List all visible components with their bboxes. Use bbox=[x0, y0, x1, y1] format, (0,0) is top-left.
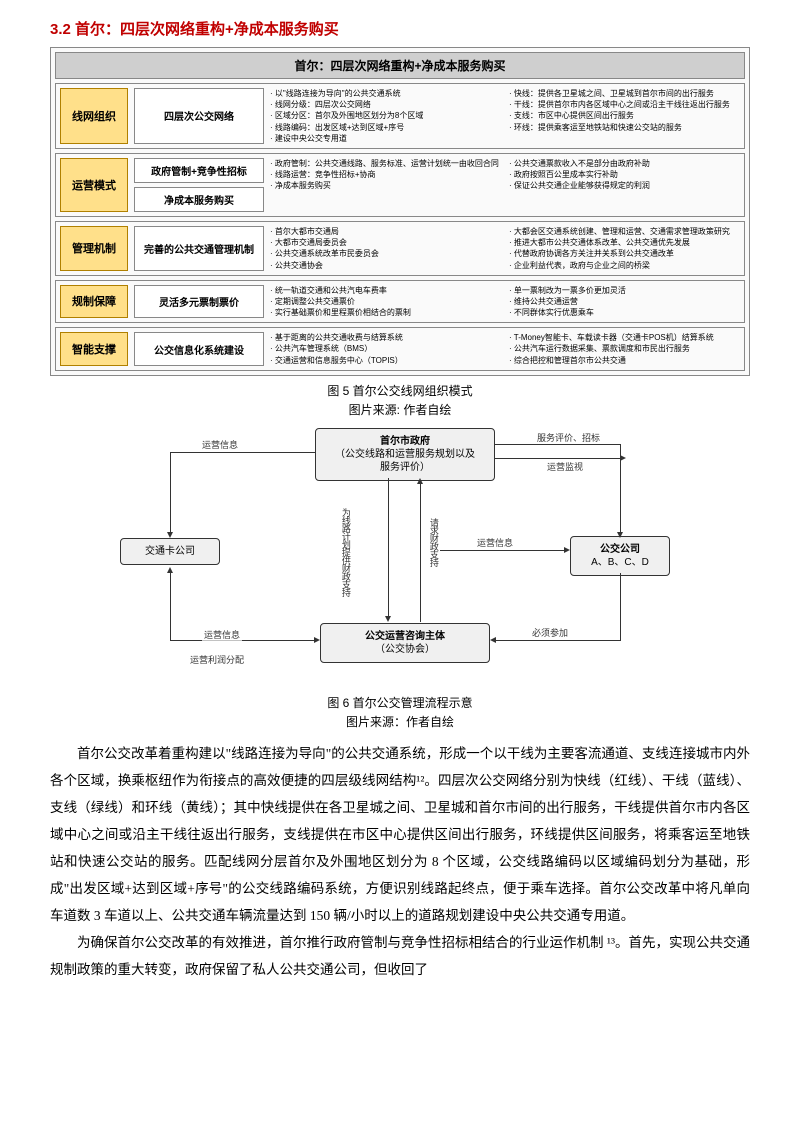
row-label: 规制保障 bbox=[60, 285, 128, 319]
diagram-row: 管理机制完善的公共交通管理机制首尔大都市交通局大都市交通局委员会公共交通系统改革… bbox=[55, 221, 745, 276]
detail-item: 保证公共交通企业能够获得规定的利润 bbox=[509, 180, 740, 191]
figure6-source: 图片来源：作者自绘 bbox=[50, 713, 750, 730]
detail-item: 公共交通协会 bbox=[270, 260, 501, 271]
detail-item: 首尔大都市交通局 bbox=[270, 226, 501, 237]
flowchart: 首尔市政府 （公交线路和运营服务规划以及 服务评价） 交通卡公司 公交运营咨询主… bbox=[120, 428, 680, 688]
detail-item: 干线：提供首尔市内各区域中心之间或沿主干线往返出行服务 bbox=[509, 99, 740, 110]
edge-left-bottom2: 运营利润分配 bbox=[188, 653, 246, 666]
paragraph-2: 为确保首尔公交改革的有效推进，首尔推行政府管制与竞争性招标相结合的行业运作机制 … bbox=[50, 929, 750, 983]
section-title: 3.2 首尔：四层次网络重构+净成本服务购买 bbox=[50, 18, 750, 39]
row-sub-group: 完善的公共交通管理机制 bbox=[134, 226, 264, 271]
detail-item: 推进大都市公共交通体系改革、公共交通优先发展 bbox=[509, 237, 740, 248]
sub-box: 公交信息化系统建设 bbox=[134, 332, 264, 366]
detail-item: 统一轨道交通和公共汽电车费率 bbox=[270, 285, 501, 296]
detail-item: 大都市交通局委员会 bbox=[270, 237, 501, 248]
edge-left-bottom1: 运营信息 bbox=[202, 628, 242, 641]
row-sub-group: 灵活多元票制票价 bbox=[134, 285, 264, 319]
row-sub-group: 政府管制+竞争性招标净成本服务购买 bbox=[134, 158, 264, 212]
edge-mid-right1: 请求财政支持 bbox=[426, 518, 440, 566]
node-assoc-line1: 公交运营咨询主体 bbox=[325, 630, 485, 643]
sub-box: 四层次公交网络 bbox=[134, 88, 264, 144]
detail-item: 线路运营：竞争性招标+协商 bbox=[270, 169, 501, 180]
node-association: 公交运营咨询主体 （公交协会） bbox=[320, 623, 490, 663]
detail-item: 快线：提供各卫星城之间、卫星城到首尔市间的出行服务 bbox=[509, 88, 740, 99]
diagram-row: 规制保障灵活多元票制票价统一轨道交通和公共汽电车费率定期调整公共交通票价实行基础… bbox=[55, 280, 745, 324]
sub-box: 灵活多元票制票价 bbox=[134, 285, 264, 319]
node-bus-line2: A、B、C、D bbox=[575, 556, 665, 569]
detail-item: 支线：市区中心提供区间出行服务 bbox=[509, 110, 740, 121]
figure6-caption: 图 6 首尔公交管理流程示意 bbox=[50, 694, 750, 711]
detail-item: 政府管制：公共交通线路、服务标准、运营计划统一由收回合同 bbox=[270, 158, 501, 169]
detail-item: 交通运营和信息服务中心（TOPIS） bbox=[270, 355, 501, 366]
node-government: 首尔市政府 （公交线路和运营服务规划以及 服务评价） bbox=[315, 428, 495, 481]
detail-item: 实行基础票价和里程票价相结合的票制 bbox=[270, 307, 501, 318]
detail-item: 公共汽车运行数据采集、票款调度和市民出行服务 bbox=[509, 343, 740, 354]
body-text: 首尔公交改革着重构建以"线路连接为导向"的公共交通系统，形成一个以干线为主要客流… bbox=[50, 740, 750, 983]
sub-box: 政府管制+竞争性招标 bbox=[134, 158, 264, 183]
detail-item: 区域分区：首尔及外围地区划分为8个区域 bbox=[270, 110, 501, 121]
node-gov-line3: 服务评价） bbox=[320, 461, 490, 474]
detail-item: 线路编码：出发区域+达到区域+序号 bbox=[270, 122, 501, 133]
node-card-company: 交通卡公司 bbox=[120, 538, 220, 565]
figure5-source: 图片来源: 作者自绘 bbox=[50, 401, 750, 418]
row-label: 智能支撑 bbox=[60, 332, 128, 366]
detail-item: 净成本服务购买 bbox=[270, 180, 501, 191]
row-details: 基于距离的公共交通收费与结算系统公共汽车管理系统（BMS）交通运营和信息服务中心… bbox=[270, 332, 740, 366]
row-sub-group: 公交信息化系统建设 bbox=[134, 332, 264, 366]
detail-item: 公共汽车管理系统（BMS） bbox=[270, 343, 501, 354]
detail-item: 不同群体实行优惠乘车 bbox=[509, 307, 740, 318]
row-details: 以"线路连接为导向"的公共交通系统线网分级：四层次公交网络区域分区：首尔及外围地… bbox=[270, 88, 740, 144]
detail-item: 公共交通系统改革市民委员会 bbox=[270, 248, 501, 259]
detail-item: 定期调整公共交通票价 bbox=[270, 296, 501, 307]
detail-item: 公共交通票款收入不是部分由政府补助 bbox=[509, 158, 740, 169]
row-sub-group: 四层次公交网络 bbox=[134, 88, 264, 144]
diagram-inner-title: 首尔：四层次网络重构+净成本服务购买 bbox=[55, 52, 745, 79]
diagram-table: 首尔：四层次网络重构+净成本服务购买 线网组织四层次公交网络以"线路连接为导向"… bbox=[50, 47, 750, 376]
detail-item: 线网分级：四层次公交网络 bbox=[270, 99, 501, 110]
node-gov-line2: （公交线路和运营服务规划以及 bbox=[320, 448, 490, 461]
detail-item: 基于距离的公共交通收费与结算系统 bbox=[270, 332, 501, 343]
row-label: 运营模式 bbox=[60, 158, 128, 212]
detail-item: 政府按照百公里成本实行补助 bbox=[509, 169, 740, 180]
edge-mid-right2: 运营信息 bbox=[475, 536, 515, 549]
detail-item: 维持公共交通运营 bbox=[509, 296, 740, 307]
sub-box: 净成本服务购买 bbox=[134, 187, 264, 212]
row-details: 统一轨道交通和公共汽电车费率定期调整公共交通票价实行基础票价和里程票价相结合的票… bbox=[270, 285, 740, 319]
edge-top-right2: 运营监视 bbox=[545, 460, 585, 473]
detail-item: 单一票制改为一票多价更加灵活 bbox=[509, 285, 740, 296]
paragraph-1: 首尔公交改革着重构建以"线路连接为导向"的公共交通系统，形成一个以干线为主要客流… bbox=[50, 740, 750, 929]
row-details: 首尔大都市交通局大都市交通局委员会公共交通系统改革市民委员会公共交通协会 大都会区… bbox=[270, 226, 740, 271]
node-assoc-line2: （公交协会） bbox=[325, 643, 485, 656]
detail-item: 大都会区交通系统创建、管理和运营、交通需求管理政策研究 bbox=[509, 226, 740, 237]
diagram-row: 运营模式政府管制+竞争性招标净成本服务购买政府管制：公共交通线路、服务标准、运营… bbox=[55, 153, 745, 217]
node-gov-line1: 首尔市政府 bbox=[320, 435, 490, 448]
node-bus-line1: 公交公司 bbox=[575, 543, 665, 556]
row-details: 政府管制：公共交通线路、服务标准、运营计划统一由收回合同线路运营：竞争性招标+协… bbox=[270, 158, 740, 212]
edge-mid-left: 为线路计划提供财政支持 bbox=[338, 508, 352, 596]
edge-bottom-right: 必须参加 bbox=[530, 626, 570, 639]
detail-item: 以"线路连接为导向"的公共交通系统 bbox=[270, 88, 501, 99]
detail-item: 企业利益代表，政府与企业之间的桥梁 bbox=[509, 260, 740, 271]
row-label: 管理机制 bbox=[60, 226, 128, 271]
detail-item: 代替政府协调各方关注并关系到公共交通改革 bbox=[509, 248, 740, 259]
edge-top-left: 运营信息 bbox=[200, 438, 240, 451]
detail-item: T-Money智能卡、车载读卡器（交通卡POS机）结算系统 bbox=[509, 332, 740, 343]
edge-top-right1: 服务评价、招标 bbox=[535, 431, 602, 444]
node-bus-company: 公交公司 A、B、C、D bbox=[570, 536, 670, 576]
diagram-row: 线网组织四层次公交网络以"线路连接为导向"的公共交通系统线网分级：四层次公交网络… bbox=[55, 83, 745, 149]
detail-item: 环线：提供乘客运至地铁站和快速公交站的服务 bbox=[509, 122, 740, 133]
detail-item: 建设中央公交专用道 bbox=[270, 133, 501, 144]
sub-box: 完善的公共交通管理机制 bbox=[134, 226, 264, 271]
figure5-caption: 图 5 首尔公交线网组织模式 bbox=[50, 382, 750, 399]
diagram-row: 智能支撑公交信息化系统建设基于距离的公共交通收费与结算系统公共汽车管理系统（BM… bbox=[55, 327, 745, 371]
row-label: 线网组织 bbox=[60, 88, 128, 144]
detail-item: 综合把控和管理首尔市公共交通 bbox=[509, 355, 740, 366]
